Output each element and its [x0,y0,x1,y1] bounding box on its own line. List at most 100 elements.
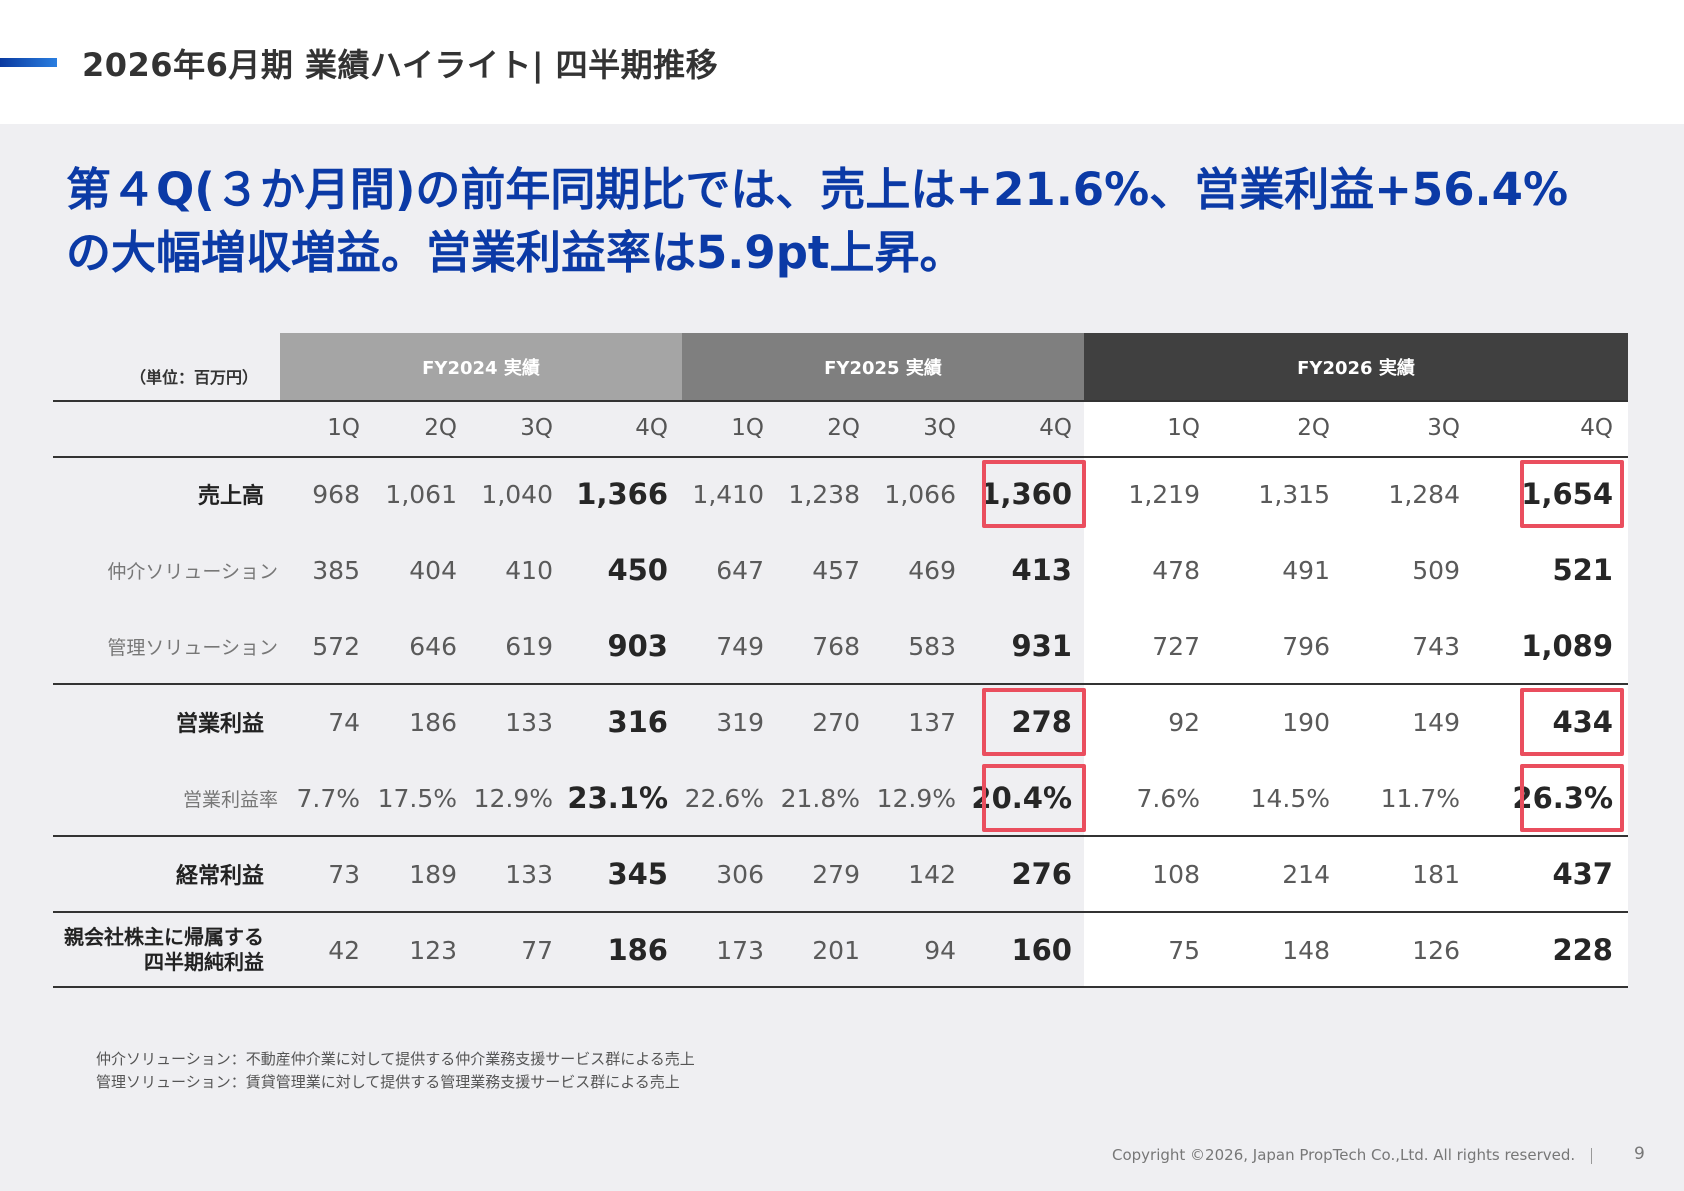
table-cell-revenue: 1,284 [1388,479,1460,509]
headline-line-2: の大幅増収増益。営業利益率は5.9pt上昇。 [66,226,965,279]
table-cell-revenue: 1,040 [481,479,553,509]
table-cell-revenue: 1,654 [1521,477,1613,511]
table-cell-brokerage-solutions: 410 [505,555,553,585]
table-cell-management-solutions: 572 [312,631,360,661]
table-cell-revenue: 1,238 [788,479,860,509]
table-cell-management-solutions: 727 [1152,631,1200,661]
row-label-ordinary-income: 経常利益 [175,864,264,889]
table-cell-ordinary-income: 345 [607,857,668,891]
table-cell-management-solutions: 931 [1011,629,1072,663]
table-cell-operating-income: 74 [328,707,360,737]
row-label-operating-income: 営業利益 [175,712,264,737]
table-cell-operating-income: 137 [908,707,956,737]
highlight-box [1520,460,1624,528]
quarter-header: 3Q [923,415,956,441]
table-cell-net-income: 126 [1412,935,1460,965]
table-cell-management-solutions: 796 [1282,631,1330,661]
table-cell-operating-margin: 7.6% [1136,783,1200,813]
table-cell-ordinary-income: 108 [1152,859,1200,889]
table-cell-operating-margin: 14.5% [1250,783,1330,813]
table-cell-net-income: 42 [328,935,360,965]
table-cell-ordinary-income: 306 [716,859,764,889]
table-cell-operating-margin: 11.7% [1380,783,1460,813]
table-cell-ordinary-income: 214 [1282,859,1330,889]
row-label-line-2: 四半期純利益 [144,950,264,974]
table-cell-net-income: 160 [1011,933,1072,967]
footnotes: 仲介ソリューション：不動産仲介業に対して提供する仲介業務支援サービス群による売上… [96,1048,695,1094]
quarter-header: 3Q [1427,415,1460,441]
table-cell-operating-income: 149 [1412,707,1460,737]
table-cell-revenue: 1,219 [1128,479,1200,509]
table-cell-net-income: 94 [924,935,956,965]
table-cell-revenue: 1,366 [576,477,668,511]
table-cell-ordinary-income: 73 [328,859,360,889]
table-cell-ordinary-income: 181 [1412,859,1460,889]
row-label-two-line: 親会社株主に帰属する 四半期純利益 [64,925,264,975]
quarter-header: 2Q [1297,415,1330,441]
row-label-operating-margin: 営業利益率 [182,788,278,811]
table-cell-operating-margin: 12.9% [876,783,956,813]
highlight-box [982,688,1086,756]
table-cell-ordinary-income: 279 [812,859,860,889]
row-label-net-income: 親会社株主に帰属する 四半期純利益 [53,912,278,988]
table-cell-operating-margin: 12.9% [473,783,553,813]
table-divider [53,456,1628,458]
table-cell-operating-margin: 23.1% [567,781,668,815]
fy2026-column-background [1084,400,1628,987]
table-cell-net-income: 186 [607,933,668,967]
table-cell-brokerage-solutions: 478 [1152,555,1200,585]
table-cell-ordinary-income: 189 [409,859,457,889]
quarter-header: 1Q [327,415,360,441]
row-label-revenue: 売上高 [197,484,264,509]
highlight-box [1520,688,1624,756]
footer-separator [1591,1148,1592,1164]
table-cell-net-income: 173 [716,935,764,965]
footnote-brokerage: 仲介ソリューション：不動産仲介業に対して提供する仲介業務支援サービス群による売上 [96,1050,695,1068]
table-divider [53,400,1628,402]
highlight-box [1520,764,1624,832]
header-accent-bar [0,58,57,67]
footnote-management: 管理ソリューション：賃貸管理業に対して提供する管理業務支援サービス群による売上 [96,1073,680,1091]
copyright: Copyright ©2026, Japan PropTech Co.,Ltd.… [1112,1146,1576,1164]
table-cell-brokerage-solutions: 450 [607,553,668,587]
table-cell-brokerage-solutions: 647 [716,555,764,585]
table-cell-management-solutions: 646 [409,631,457,661]
table-cell-management-solutions: 1,089 [1521,629,1613,663]
table-cell-management-solutions: 619 [505,631,553,661]
table-cell-revenue: 968 [312,479,360,509]
table-cell-revenue: 1,360 [980,477,1072,511]
table-cell-revenue: 1,066 [884,479,956,509]
unit-label: （単位：百万円） [130,368,259,387]
table-cell-operating-income: 270 [812,707,860,737]
table-cell-operating-income: 316 [607,705,668,739]
table-cell-revenue: 1,315 [1258,479,1330,509]
highlight-box [982,460,1086,528]
quarter-header: 4Q [635,415,668,441]
headline-line-1: 第４Q(３か月間)の前年同期比では、売上は+21.6%、営業利益+56.4% [66,163,1569,216]
row-label-line-1: 親会社株主に帰属する [64,925,264,949]
table-cell-operating-margin: 22.6% [684,783,764,813]
row-label-management-solutions: 管理ソリューション [107,636,278,659]
table-cell-operating-income: 92 [1168,707,1200,737]
quarter-header: 1Q [731,415,764,441]
table-divider [53,911,1628,913]
table-cell-operating-income: 278 [1011,705,1072,739]
quarter-header: 2Q [424,415,457,441]
table-cell-operating-income: 319 [716,707,764,737]
table-cell-net-income: 123 [409,935,457,965]
page-title: 2026年6月期 業績ハイライト| 四半期推移 [82,46,719,84]
table-cell-ordinary-income: 133 [505,859,553,889]
table-cell-brokerage-solutions: 521 [1552,553,1613,587]
table-divider [53,683,1628,685]
fy2025-header: FY2025 実績 [682,333,1084,400]
table-cell-operating-margin: 21.8% [780,783,860,813]
table-cell-operating-margin: 26.3% [1512,781,1613,815]
highlight-box [982,764,1086,832]
row-label-brokerage-solutions: 仲介ソリューション [107,560,278,583]
table-cell-ordinary-income: 437 [1552,857,1613,891]
header: 2026年6月期 業績ハイライト| 四半期推移 [0,0,1684,124]
table-cell-net-income: 228 [1552,933,1613,967]
table-cell-revenue: 1,061 [385,479,457,509]
table-cell-management-solutions: 743 [1412,631,1460,661]
table-cell-brokerage-solutions: 491 [1282,555,1330,585]
